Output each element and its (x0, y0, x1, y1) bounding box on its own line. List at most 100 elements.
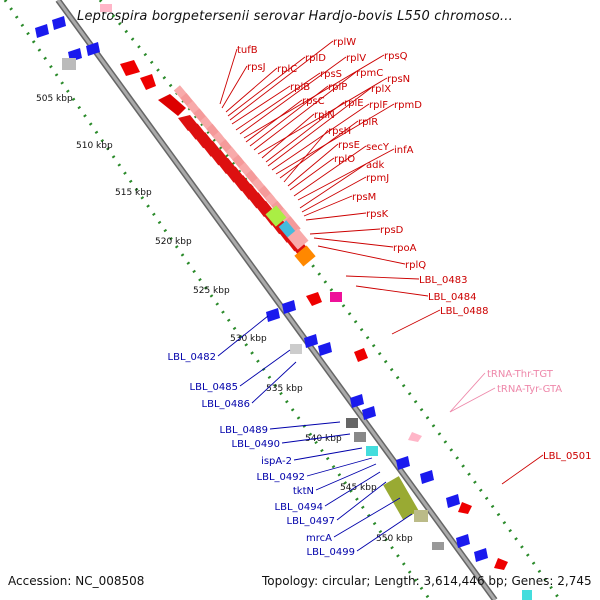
forward-gene-label: rplW (333, 37, 356, 48)
reverse-gene-label: LBL_0489 (220, 425, 268, 436)
kbp-tick-label: 515 kbp (115, 188, 152, 198)
reverse-leader-line (269, 421, 341, 430)
reverse-leader-line (324, 471, 381, 507)
forward-leader-line (227, 56, 306, 117)
forward-leader-line (345, 275, 420, 280)
forward-leader-line (305, 212, 367, 221)
topology-summary: Topology: circular; Length: 3,614,446 bp… (262, 574, 592, 588)
reverse-gene-label: LBL_0486 (202, 399, 250, 410)
forward-gene-label: rplV (346, 53, 366, 64)
red-gene-0483 (306, 292, 322, 306)
olive-gene-block (383, 476, 419, 520)
gray-gene-block-4 (354, 432, 366, 442)
forward-gene-label: rpsQ (384, 51, 408, 62)
forward-gene-label: tufB (237, 45, 258, 56)
reverse-gene-label: LBL_0499 (307, 547, 355, 558)
forward-gene-label: rpmC (356, 68, 383, 79)
blue-gene (52, 16, 66, 30)
kbp-tick-label: 535 kbp (266, 384, 303, 394)
forward-gene-label: rpmD (394, 100, 422, 111)
reverse-gene-label: ispA-2 (261, 456, 292, 467)
reverse-gene-label: tktN (293, 486, 314, 497)
forward-gene-label: rplQ (405, 260, 426, 271)
kbp-tick-label: 540 kbp (305, 434, 342, 444)
reverse-leader-line (251, 361, 297, 404)
backbone-line (56, 0, 497, 600)
blue-gene (86, 42, 100, 56)
accession-label: Accession: NC_008508 (8, 574, 145, 588)
blue-gene (266, 308, 280, 322)
red-gene-0501 (458, 502, 472, 514)
forward-gene-label: rpsM (352, 192, 376, 203)
kbp-tick-label: 550 kbp (376, 534, 413, 544)
red-gene-small (140, 74, 156, 90)
reverse-gene-label: LBL_0490 (232, 439, 280, 450)
forward-leader-line (313, 237, 394, 248)
reverse-leader-line (293, 447, 363, 461)
pink-trna-gene (408, 432, 422, 442)
reverse-leader-line (281, 433, 351, 444)
forward-gene-label: LBL_0483 (419, 275, 467, 286)
cyan-gene-block-2 (366, 446, 378, 456)
reverse-leader-line (239, 349, 291, 387)
khaki-gene-block (414, 510, 428, 522)
forward-leader-line (275, 103, 395, 175)
forward-leader-line (271, 103, 370, 171)
forward-gene-label: rplP (328, 82, 347, 93)
blue-gene (35, 24, 49, 38)
map-title: Leptospira borgpetersenii serovar Hardjo… (77, 9, 513, 24)
orange-gene-block (294, 245, 316, 267)
forward-leader-line (249, 85, 329, 147)
blue-gene (456, 534, 470, 548)
reverse-gene-label: LBL_0494 (275, 502, 323, 513)
forward-gene-label: rplE (344, 98, 364, 109)
gray-gene-block-2 (290, 344, 302, 354)
forward-gene-label: rpsS (320, 69, 342, 80)
forward-gene-label: rplX (371, 84, 391, 95)
forward-leader-line (299, 163, 367, 209)
blue-gene (362, 406, 376, 420)
red-gene-head (158, 94, 186, 116)
forward-gene-label: rpoA (393, 243, 417, 254)
forward-leader-line (231, 85, 291, 125)
reverse-leader-line (315, 463, 377, 491)
cyan-gene-block (278, 220, 296, 238)
pink-feature-top (100, 4, 112, 12)
gray-gene-block-3 (346, 418, 358, 428)
trna-leader-line (449, 372, 486, 413)
forward-leader-line (301, 176, 367, 213)
forward-gene-label: secY (366, 142, 390, 153)
red-gene-early (120, 60, 140, 76)
forward-gene-label: rplD (305, 53, 326, 64)
forward-gene-label: rplO (334, 154, 355, 165)
reverse-gene-label: LBL_0482 (168, 352, 216, 363)
forward-leader-line (317, 245, 406, 265)
blue-gene (396, 456, 410, 470)
inner-tick-ring (3, 0, 432, 600)
forward-leader-line (235, 72, 321, 131)
forward-gene-label: rpmJ (366, 173, 389, 184)
red-gene-0488 (354, 348, 368, 362)
blue-gene (350, 394, 364, 408)
reverse-gene-label: mrcA (306, 533, 332, 544)
trna-label: tRNA-Tyr-GTA (497, 384, 562, 395)
kbp-tick-label: 545 kbp (340, 483, 377, 493)
forward-gene-label: LBL_0501 (543, 451, 591, 462)
reverse-leader-line (333, 497, 401, 538)
forward-gene-label: LBL_0484 (428, 292, 476, 303)
forward-gene-label: rplF (369, 100, 388, 111)
kbp-tick-label: 530 kbp (230, 334, 267, 344)
salmon-gene-block (284, 216, 301, 234)
forward-leader-line (355, 285, 429, 297)
salmon-gene-block-2 (287, 228, 309, 250)
forward-leader-line (219, 48, 238, 105)
blue-gene (446, 494, 460, 508)
forward-gene-label: LBL_0488 (440, 306, 488, 317)
forward-leader-line (239, 56, 347, 135)
blue-gene (420, 470, 434, 484)
forward-leader-line (267, 87, 372, 167)
trna-label: tRNA-Thr-TGT (487, 369, 554, 380)
forward-leader-line (245, 99, 303, 143)
